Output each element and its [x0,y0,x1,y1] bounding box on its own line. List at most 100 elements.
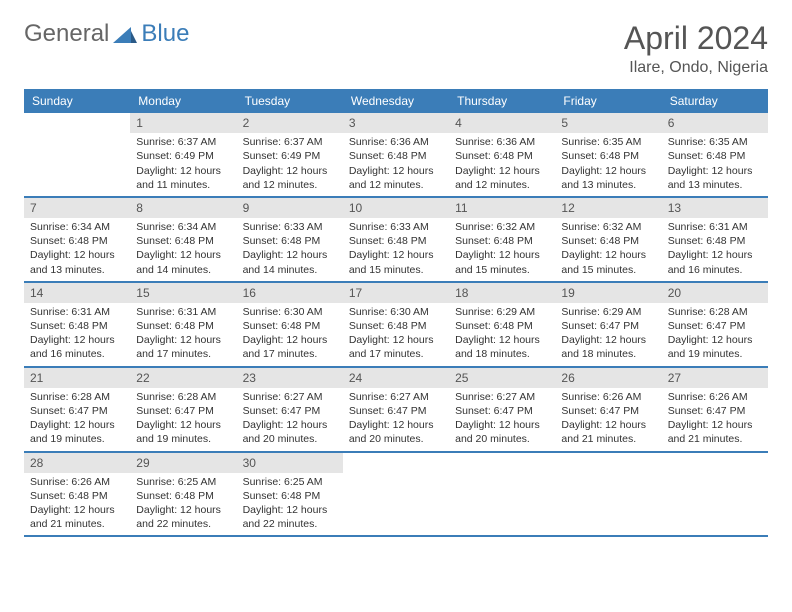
day-cell: 30Sunrise: 6:25 AMSunset: 6:48 PMDayligh… [237,453,343,536]
sunset-line: Sunset: 6:48 PM [136,234,230,248]
sunset-line: Sunset: 6:48 PM [455,234,549,248]
sunset-line: Sunset: 6:47 PM [455,404,549,418]
day-headers: SundayMondayTuesdayWednesdayThursdayFrid… [24,89,768,113]
day-body: Sunrise: 6:28 AMSunset: 6:47 PMDaylight:… [24,388,130,447]
day-number: 1 [130,113,236,133]
sunrise-line: Sunrise: 6:31 AM [668,220,762,234]
day-cell: 17Sunrise: 6:30 AMSunset: 6:48 PMDayligh… [343,283,449,366]
day-cell: 7 Sunrise: 6:34 AMSunset: 6:48 PMDaylight… [24,198,130,281]
day-body: Sunrise: 6:30 AMSunset: 6:48 PMDaylight:… [237,303,343,362]
day-cell: 19Sunrise: 6:29 AMSunset: 6:47 PMDayligh… [555,283,661,366]
sunrise-line: Sunrise: 6:36 AM [349,135,443,149]
month-title: April 2024 [624,20,768,57]
day-number: 21 [24,368,130,388]
day-number: 7 [24,198,130,218]
day-header: Friday [555,89,661,113]
title-block: April 2024 Ilare, Ondo, Nigeria [624,20,768,77]
day-cell: 1Sunrise: 6:37 AMSunset: 6:49 PMDaylight… [130,113,236,196]
day-body: Sunrise: 6:32 AMSunset: 6:48 PMDaylight:… [555,218,661,277]
sunrise-line: Sunrise: 6:37 AM [243,135,337,149]
empty-cell [343,453,449,536]
logo: General Blue [24,20,189,48]
sunrise-line: Sunrise: 6:34 AM [136,220,230,234]
sunrise-line: Sunrise: 6:34 AM [30,220,124,234]
empty-cell [662,453,768,536]
day-body: Sunrise: 6:25 AMSunset: 6:48 PMDaylight:… [130,473,236,532]
daylight-line: Daylight: 12 hours and 21 minutes. [30,503,124,531]
sunset-line: Sunset: 6:47 PM [243,404,337,418]
daylight-line: Daylight: 12 hours and 15 minutes. [349,248,443,276]
day-number: 20 [662,283,768,303]
daylight-line: Daylight: 12 hours and 13 minutes. [561,164,655,192]
sunset-line: Sunset: 6:48 PM [30,234,124,248]
sunrise-line: Sunrise: 6:25 AM [243,475,337,489]
day-body: Sunrise: 6:36 AMSunset: 6:48 PMDaylight:… [449,133,555,192]
sunset-line: Sunset: 6:48 PM [136,489,230,503]
daylight-line: Daylight: 12 hours and 15 minutes. [455,248,549,276]
sunset-line: Sunset: 6:48 PM [243,234,337,248]
daylight-line: Daylight: 12 hours and 11 minutes. [136,164,230,192]
day-body: Sunrise: 6:33 AMSunset: 6:48 PMDaylight:… [237,218,343,277]
day-body: Sunrise: 6:27 AMSunset: 6:47 PMDaylight:… [449,388,555,447]
calendar-week: 14Sunrise: 6:31 AMSunset: 6:48 PMDayligh… [24,283,768,368]
daylight-line: Daylight: 12 hours and 14 minutes. [243,248,337,276]
daylight-line: Daylight: 12 hours and 17 minutes. [136,333,230,361]
calendar-week: 21Sunrise: 6:28 AMSunset: 6:47 PMDayligh… [24,368,768,453]
day-cell: 14Sunrise: 6:31 AMSunset: 6:48 PMDayligh… [24,283,130,366]
sunset-line: Sunset: 6:47 PM [136,404,230,418]
sunset-line: Sunset: 6:48 PM [349,234,443,248]
sunrise-line: Sunrise: 6:33 AM [349,220,443,234]
day-number: 11 [449,198,555,218]
sunrise-line: Sunrise: 6:35 AM [668,135,762,149]
day-cell: 12Sunrise: 6:32 AMSunset: 6:48 PMDayligh… [555,198,661,281]
day-body: Sunrise: 6:26 AMSunset: 6:48 PMDaylight:… [24,473,130,532]
sunset-line: Sunset: 6:48 PM [30,319,124,333]
day-cell: 26Sunrise: 6:26 AMSunset: 6:47 PMDayligh… [555,368,661,451]
daylight-line: Daylight: 12 hours and 19 minutes. [668,333,762,361]
calendar-week: 7Sunrise: 6:34 AMSunset: 6:48 PMDaylight… [24,198,768,283]
sunrise-line: Sunrise: 6:26 AM [561,390,655,404]
daylight-line: Daylight: 12 hours and 20 minutes. [455,418,549,446]
day-number: 30 [237,453,343,473]
daylight-line: Daylight: 12 hours and 13 minutes. [30,248,124,276]
sunset-line: Sunset: 6:48 PM [243,319,337,333]
daylight-line: Daylight: 12 hours and 21 minutes. [668,418,762,446]
day-number: 28 [24,453,130,473]
logo-text-1: General [24,20,109,48]
day-number: 10 [343,198,449,218]
day-cell: 25Sunrise: 6:27 AMSunset: 6:47 PMDayligh… [449,368,555,451]
daylight-line: Daylight: 12 hours and 13 minutes. [668,164,762,192]
day-cell: 27Sunrise: 6:26 AMSunset: 6:47 PMDayligh… [662,368,768,451]
day-header: Wednesday [343,89,449,113]
empty-cell [24,113,130,196]
sunset-line: Sunset: 6:48 PM [561,234,655,248]
sunrise-line: Sunrise: 6:26 AM [668,390,762,404]
day-cell: 5Sunrise: 6:35 AMSunset: 6:48 PMDaylight… [555,113,661,196]
sunrise-line: Sunrise: 6:27 AM [349,390,443,404]
day-cell: 13Sunrise: 6:31 AMSunset: 6:48 PMDayligh… [662,198,768,281]
sunrise-line: Sunrise: 6:31 AM [30,305,124,319]
day-body: Sunrise: 6:35 AMSunset: 6:48 PMDaylight:… [662,133,768,192]
day-cell: 16Sunrise: 6:30 AMSunset: 6:48 PMDayligh… [237,283,343,366]
day-body: Sunrise: 6:30 AMSunset: 6:48 PMDaylight:… [343,303,449,362]
day-cell: 8Sunrise: 6:34 AMSunset: 6:48 PMDaylight… [130,198,236,281]
day-number: 2 [237,113,343,133]
sunrise-line: Sunrise: 6:32 AM [455,220,549,234]
page-header: General Blue April 2024 Ilare, Ondo, Nig… [24,20,768,77]
sunset-line: Sunset: 6:47 PM [30,404,124,418]
daylight-line: Daylight: 12 hours and 21 minutes. [561,418,655,446]
day-number: 17 [343,283,449,303]
day-cell: 24Sunrise: 6:27 AMSunset: 6:47 PMDayligh… [343,368,449,451]
daylight-line: Daylight: 12 hours and 20 minutes. [243,418,337,446]
day-body: Sunrise: 6:28 AMSunset: 6:47 PMDaylight:… [130,388,236,447]
day-body: Sunrise: 6:26 AMSunset: 6:47 PMDaylight:… [555,388,661,447]
sunset-line: Sunset: 6:48 PM [668,149,762,163]
day-number: 13 [662,198,768,218]
day-header: Sunday [24,89,130,113]
day-number: 8 [130,198,236,218]
sunrise-line: Sunrise: 6:26 AM [30,475,124,489]
daylight-line: Daylight: 12 hours and 18 minutes. [561,333,655,361]
day-number: 23 [237,368,343,388]
logo-text-2: Blue [141,20,189,48]
sunrise-line: Sunrise: 6:27 AM [243,390,337,404]
